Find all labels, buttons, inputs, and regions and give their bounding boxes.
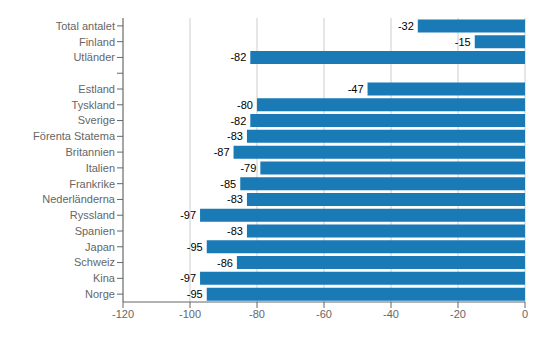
svg-text:Kina: Kina	[93, 272, 116, 284]
svg-text:Finland: Finland	[79, 36, 115, 48]
svg-text:Italien: Italien	[86, 162, 115, 174]
svg-text:-97: -97	[180, 209, 196, 221]
svg-text:-100: -100	[179, 308, 201, 320]
svg-text:Ryssland: Ryssland	[70, 209, 115, 221]
svg-text:-79: -79	[240, 162, 256, 174]
svg-text:Frankrike: Frankrike	[69, 178, 115, 190]
svg-text:-83: -83	[227, 130, 243, 142]
svg-text:-83: -83	[227, 225, 243, 237]
svg-text:Förenta Statema: Förenta Statema	[33, 130, 116, 142]
svg-text:-87: -87	[214, 146, 230, 158]
svg-text:-32: -32	[398, 20, 414, 32]
svg-text:-95: -95	[187, 288, 203, 300]
svg-text:Norge: Norge	[85, 288, 115, 300]
svg-text:-86: -86	[217, 257, 233, 269]
svg-text:-82: -82	[230, 51, 246, 63]
svg-text:Japan: Japan	[85, 241, 115, 253]
svg-text:Spanien: Spanien	[75, 225, 115, 237]
svg-text:-95: -95	[187, 241, 203, 253]
svg-text:Sverige: Sverige	[78, 114, 115, 126]
svg-text:-82: -82	[230, 115, 246, 127]
svg-text:-47: -47	[348, 83, 364, 95]
svg-text:-85: -85	[220, 178, 236, 190]
svg-text:Estland: Estland	[78, 83, 115, 95]
svg-text:-60: -60	[316, 308, 332, 320]
svg-text:Nederländerna: Nederländerna	[42, 193, 116, 205]
svg-text:0: 0	[522, 308, 528, 320]
svg-text:-120: -120	[112, 308, 134, 320]
svg-text:-15: -15	[455, 36, 471, 48]
svg-text:Tyskland: Tyskland	[72, 99, 115, 111]
svg-text:-40: -40	[383, 308, 399, 320]
svg-text:Britannien: Britannien	[65, 146, 115, 158]
svg-text:-80: -80	[237, 99, 253, 111]
svg-text:-97: -97	[180, 272, 196, 284]
svg-text:Schweiz: Schweiz	[74, 256, 115, 268]
svg-text:Total antalet: Total antalet	[56, 20, 115, 32]
svg-text:Utländer: Utländer	[73, 51, 115, 63]
svg-text:-80: -80	[249, 308, 265, 320]
svg-text:-83: -83	[227, 193, 243, 205]
svg-text:-20: -20	[450, 308, 466, 320]
